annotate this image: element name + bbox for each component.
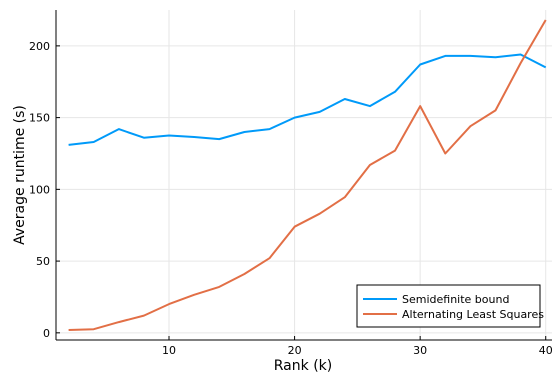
axes bbox=[55, 10, 552, 341]
series-line-semidefinite-bound bbox=[68, 53, 547, 146]
legend: Semidefinite bound Alternating Least Squ… bbox=[356, 284, 544, 328]
legend-label-semidefinite-bound: Semidefinite bound bbox=[402, 293, 509, 306]
y-ticks: 0 50 100 150 200 bbox=[29, 40, 60, 340]
y-tick-label: 50 bbox=[36, 255, 50, 268]
x-tick-label: 10 bbox=[162, 344, 176, 357]
legend-box bbox=[356, 284, 541, 328]
legend-label-alternating-least-squares: Alternating Least Squares bbox=[402, 308, 544, 321]
x-tick-label: 30 bbox=[413, 344, 427, 357]
y-tick-label: 100 bbox=[29, 183, 50, 196]
series-line-alternating-least-squares bbox=[68, 19, 547, 331]
y-tick-label: 150 bbox=[29, 112, 50, 125]
y-tick-label: 200 bbox=[29, 40, 50, 53]
y-axis-label: Average runtime (s) bbox=[12, 105, 28, 245]
y-tick-label: 0 bbox=[43, 327, 50, 340]
x-tick-label: 20 bbox=[288, 344, 302, 357]
x-axis-label: Rank (k) bbox=[274, 358, 332, 373]
x-tick-label: 40 bbox=[539, 344, 553, 357]
x-ticks: 10 20 30 40 bbox=[162, 336, 553, 357]
series-lines bbox=[68, 19, 547, 331]
